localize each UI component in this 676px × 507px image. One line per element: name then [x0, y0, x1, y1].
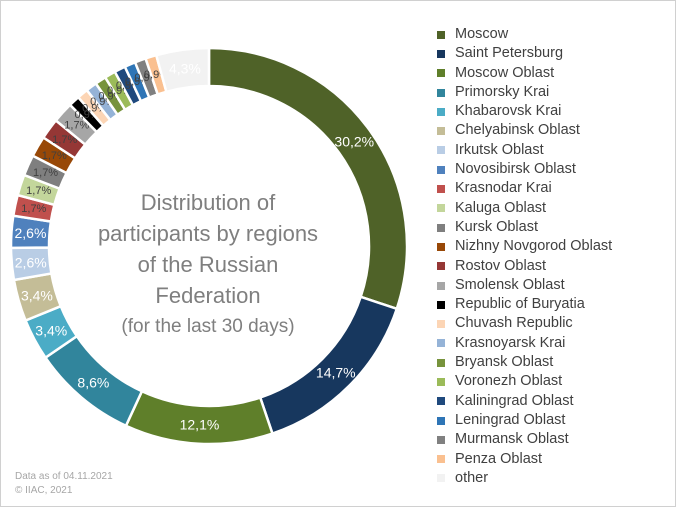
legend-label: Smolensk Oblast: [455, 276, 565, 293]
legend-swatch: [437, 397, 445, 406]
donut-slice-other: [154, 46, 211, 94]
donut-label-smolensk-oblast: 1,7%: [64, 119, 89, 131]
legend-label: Primorsky Krai: [455, 83, 550, 100]
donut-label-moscow: 30,2%: [334, 133, 374, 149]
legend-label: Chelyabinsk Oblast: [455, 122, 580, 139]
legend-label: Voronezh Oblast: [455, 373, 563, 390]
footnote-copyright: © IIAC, 2021: [15, 485, 73, 496]
donut-label-chelyabinsk-oblast: 3,4%: [21, 287, 53, 303]
legend-swatch: [437, 281, 445, 290]
legend-label: Chuvash Republic: [455, 315, 573, 332]
legend-swatch: [437, 88, 445, 97]
donut-label-rostov-oblast: 1,7%: [52, 134, 77, 146]
legend-item-republic-of-buryatia: Republic of Buryatia: [437, 295, 612, 314]
legend-item-saint-petersburg: Saint Petersburg: [437, 44, 612, 63]
donut-label-saint-petersburg: 14,7%: [316, 364, 356, 380]
donut-label-khabarovsk-krai: 3,4%: [35, 323, 67, 339]
legend-item-irkutsk-oblast: Irkutsk Oblast: [437, 141, 612, 160]
legend-item-smolensk-oblast: Smolensk Oblast: [437, 276, 612, 295]
legend-item-leningrad-oblast: Leningrad Oblast: [437, 411, 612, 430]
legend-label: Murmansk Oblast: [455, 431, 569, 448]
legend-item-krasnodar-krai: Krasnodar Krai: [437, 179, 612, 198]
legend-swatch: [437, 416, 445, 425]
legend-swatch: [437, 223, 445, 232]
legend-swatch: [437, 69, 445, 78]
footnote-date: Data as of 04.11.2021: [15, 471, 113, 482]
legend-item-voronezh-oblast: Voronezh Oblast: [437, 372, 612, 391]
donut-label-kursk-oblast: 1,7%: [33, 167, 58, 179]
legend-label: Saint Petersburg: [455, 45, 564, 62]
legend-swatch: [437, 204, 445, 213]
legend-swatch: [437, 127, 445, 136]
legend-item-kaluga-oblast: Kaluga Oblast: [437, 199, 612, 218]
legend-swatch: [437, 242, 445, 251]
legend-swatch: [437, 262, 445, 271]
legend-swatch: [437, 358, 445, 367]
legend-swatch: [437, 185, 445, 194]
legend-label: Krasnoyarsk Krai: [455, 334, 566, 351]
chart-title: Distribution of participants by regions …: [97, 190, 319, 308]
legend-label: Leningrad Oblast: [455, 411, 566, 428]
legend-label: Irkutsk Oblast: [455, 141, 544, 158]
donut-label-novosibirsk-oblast: 2,6%: [15, 225, 47, 241]
legend-item-kursk-oblast: Kursk Oblast: [437, 218, 612, 237]
legend-swatch: [437, 300, 445, 309]
legend-label: Bryansk Oblast: [455, 354, 554, 371]
legend-swatch: [437, 107, 445, 116]
chart-center-title: Distribution of participants by regions …: [89, 187, 327, 342]
legend-item-moscow-oblast: Moscow Oblast: [437, 64, 612, 83]
legend-item-nizhny-novgorod-oblast: Nizhny Novgorod Oblast: [437, 237, 612, 256]
legend-label: Kaliningrad Oblast: [455, 392, 574, 409]
footnote: Data as of 04.11.2021 © IIAC, 2021: [15, 470, 113, 498]
legend-label: Penza Oblast: [455, 450, 543, 467]
legend-swatch: [437, 377, 445, 386]
donut-label-krasnodar-krai: 1,7%: [21, 203, 46, 215]
legend-swatch: [437, 320, 445, 329]
legend-swatch: [437, 49, 445, 58]
legend-item-other: other: [437, 469, 612, 488]
legend-swatch: [437, 474, 445, 483]
legend-swatch: [437, 339, 445, 348]
legend-label: Nizhny Novgorod Oblast: [455, 238, 613, 255]
legend-item-penza-oblast: Penza Oblast: [437, 450, 612, 469]
legend-swatch: [437, 146, 445, 155]
legend-item-krasnoyarsk-krai: Krasnoyarsk Krai: [437, 334, 612, 353]
legend-label: Moscow Oblast: [455, 64, 555, 81]
legend-label: Moscow: [455, 26, 509, 42]
legend-label: Rostov Oblast: [455, 257, 547, 274]
chart-subtitle: (for the last 30 days): [121, 316, 295, 337]
legend-swatch: [437, 165, 445, 174]
legend-item-bryansk-oblast: Bryansk Oblast: [437, 353, 612, 372]
legend-swatch: [437, 455, 445, 464]
legend-label: Kaluga Oblast: [455, 199, 547, 216]
legend-label: Khabarovsk Krai: [455, 103, 562, 120]
legend-item-chuvash-republic: Chuvash Republic: [437, 314, 612, 333]
legend-item-novosibirsk-oblast: Novosibirsk Oblast: [437, 160, 612, 179]
legend-item-khabarovsk-krai: Khabarovsk Krai: [437, 102, 612, 121]
legend-swatch: [437, 435, 445, 444]
legend-label: other: [455, 469, 489, 486]
donut-label-other: 4,3%: [169, 61, 201, 77]
donut-label-irkutsk-oblast: 2,6%: [15, 254, 47, 270]
chart-legend: Moscow Saint Petersburg Moscow Oblast Primo…: [437, 25, 612, 488]
legend-item-primorsky-krai: Primorsky Krai: [437, 83, 612, 102]
donut-label-primorsky-krai: 8,6%: [77, 375, 109, 391]
legend-label: Kursk Oblast: [455, 218, 538, 235]
legend-item-rostov-oblast: Rostov Oblast: [437, 257, 612, 276]
legend-item-murmansk-oblast: Murmansk Oblast: [437, 430, 612, 449]
legend-label: Krasnodar Krai: [455, 180, 552, 197]
legend-swatch: [437, 30, 445, 39]
legend-label: Republic of Buryatia: [455, 296, 585, 313]
legend-item-chelyabinsk-oblast: Chelyabinsk Oblast: [437, 121, 612, 140]
legend-item-moscow: Moscow: [437, 25, 612, 44]
legend-label: Novosibirsk Oblast: [455, 161, 576, 178]
legend-item-kaliningrad-oblast: Kaliningrad Oblast: [437, 392, 612, 411]
donut-label-moscow-oblast: 12,1%: [180, 417, 220, 433]
donut-label-nizhny-novgorod-oblast: 1,7%: [42, 150, 67, 162]
donut-label-kaluga-oblast: 1,7%: [26, 185, 51, 197]
